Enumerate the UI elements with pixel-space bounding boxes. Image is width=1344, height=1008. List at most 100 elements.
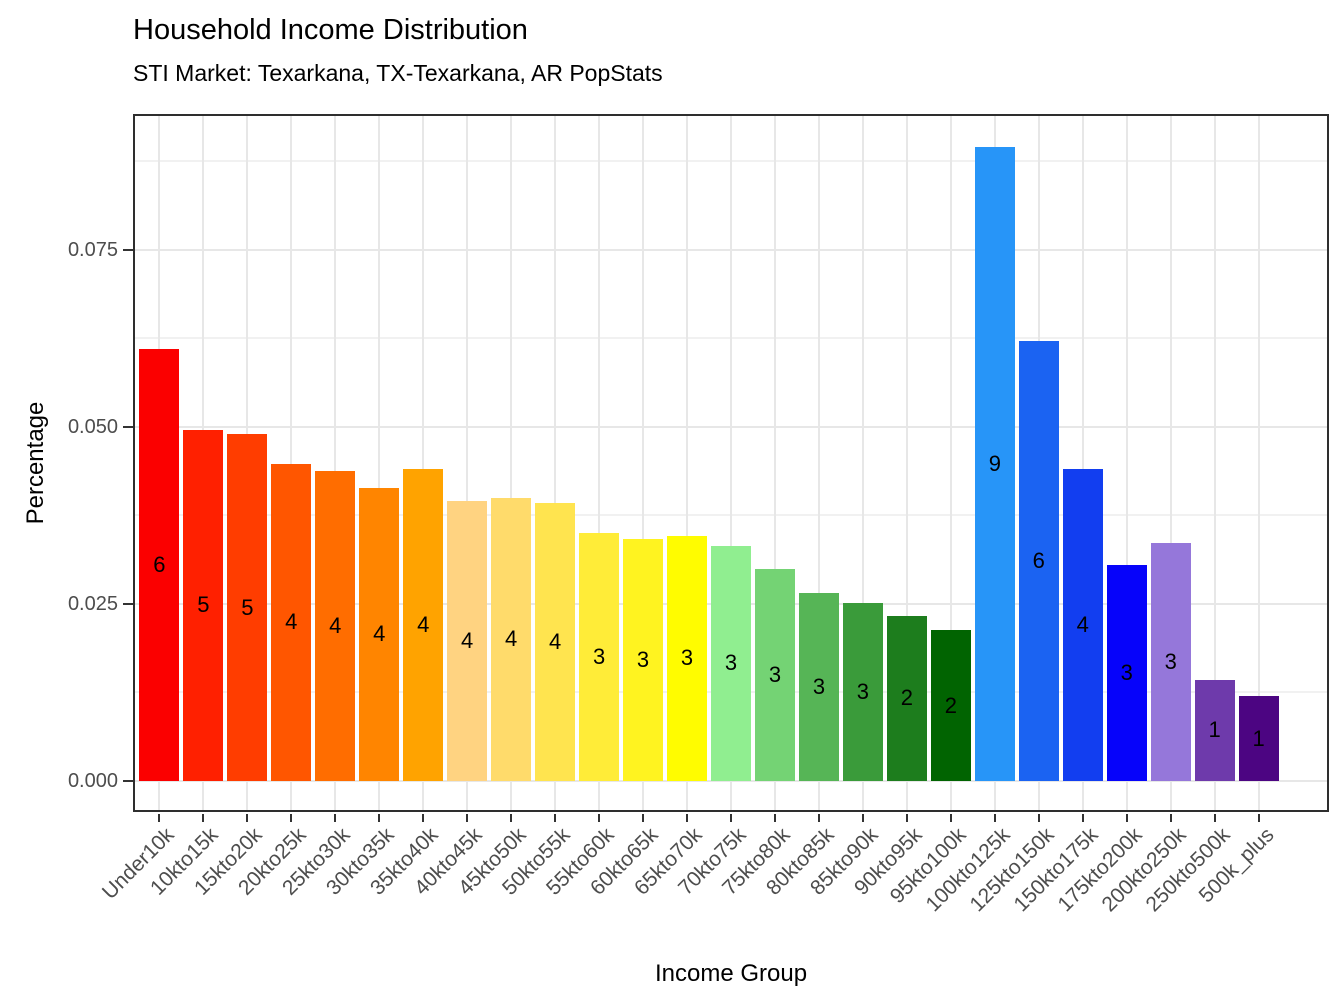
bar-value-label: 1 <box>1252 725 1265 751</box>
gridline-vertical <box>773 114 776 812</box>
y-tick-label: 0.050 <box>67 415 118 438</box>
bar-20kto25k <box>271 463 312 781</box>
bar-value-label: 4 <box>461 627 474 653</box>
gridline-vertical <box>598 114 601 812</box>
x-tick-mark <box>905 814 908 822</box>
x-tick-mark <box>158 814 161 822</box>
gridline-vertical <box>510 114 513 812</box>
bar-value-label: 6 <box>153 552 166 578</box>
x-tick-mark <box>949 814 952 822</box>
bar-500k_plus <box>1238 696 1279 781</box>
bar-value-label: 1 <box>1208 717 1221 743</box>
x-tick-mark <box>861 814 864 822</box>
gridline-vertical <box>422 114 425 812</box>
bar-value-label: 6 <box>1032 547 1045 573</box>
bar-value-label: 3 <box>592 644 606 670</box>
x-tick-mark <box>246 814 249 822</box>
bar-70kto75k <box>711 545 751 781</box>
bar-value-label: 4 <box>505 626 518 652</box>
bar-value-label: 4 <box>373 621 386 647</box>
x-tick-mark <box>554 814 557 822</box>
plot-panel: 6 5 5 4 4 4 4 4 4 4 3 3 3 3 3 3 3 2 2 9 6 4 3 3 1 1 <box>133 114 1329 812</box>
bar-95kto100k <box>930 630 971 781</box>
x-tick-mark <box>686 814 689 822</box>
y-tick-mark <box>123 602 133 605</box>
gridline-vertical <box>642 114 645 812</box>
gridline-vertical <box>949 114 952 812</box>
x-tick-mark <box>817 814 820 822</box>
gridline-vertical <box>1213 114 1216 812</box>
x-tick-mark <box>1169 814 1172 822</box>
x-tick-mark <box>773 814 776 822</box>
y-tick-label: 0.000 <box>67 769 118 792</box>
bar-value-label: 2 <box>900 685 913 711</box>
chart-title: Household Income Distribution <box>133 14 528 46</box>
x-tick-mark <box>510 814 513 822</box>
bar-150kto175k <box>1062 469 1103 781</box>
bar-value-label: 3 <box>768 661 782 687</box>
bar-60kto65k <box>623 538 664 781</box>
bar-value-label: 3 <box>812 674 826 700</box>
bar-50kto55k <box>535 502 576 781</box>
y-tick-mark <box>123 425 133 428</box>
bar-value-label: 3 <box>680 645 694 671</box>
bar-100kto125k <box>974 146 1015 781</box>
bar-value-label: 2 <box>944 692 957 718</box>
bar-value-label: 4 <box>417 611 430 637</box>
x-tick-mark <box>1125 814 1128 822</box>
gridline-vertical <box>861 114 864 812</box>
bar-value-label: 3 <box>724 650 738 676</box>
bar-80kto85k <box>798 593 839 781</box>
bar-value-label: 4 <box>329 612 342 638</box>
x-axis-title: Income Group <box>654 960 808 987</box>
gridline-vertical <box>290 114 293 812</box>
bar-Under10k <box>139 349 180 781</box>
bar-30kto35k <box>359 487 400 781</box>
x-tick-mark <box>290 814 293 822</box>
y-tick-mark <box>123 779 133 782</box>
x-tick-mark <box>466 814 469 822</box>
bar-value-label: 3 <box>856 679 870 705</box>
bar-200kto250k <box>1150 543 1191 781</box>
x-tick-mark <box>642 814 645 822</box>
bar-90kto95k <box>886 616 927 781</box>
bar-value-label: 3 <box>1120 660 1133 685</box>
x-tick-mark <box>378 814 381 822</box>
bar-value-label: 4 <box>285 609 298 635</box>
gridline-vertical <box>905 114 908 812</box>
bar-10kto15k <box>183 429 224 781</box>
x-tick-mark <box>1037 814 1040 822</box>
bar-75kto80k <box>754 568 795 781</box>
gridline-vertical <box>466 114 469 812</box>
gridline-vertical <box>334 114 337 812</box>
gridline-vertical <box>554 114 557 812</box>
bar-15kto20k <box>227 434 268 781</box>
bar-value-label: 5 <box>241 594 254 620</box>
x-tick-mark <box>730 814 732 822</box>
x-tick-mark <box>1081 814 1084 822</box>
bar-65kto70k <box>667 536 708 781</box>
x-tick-mark <box>1213 814 1216 822</box>
gridline-vertical <box>817 114 820 812</box>
x-tick-mark <box>993 814 996 822</box>
bar-value-label: 3 <box>1164 649 1177 675</box>
bar-40kto45k <box>447 500 488 781</box>
bar-35kto40k <box>403 468 444 781</box>
gridline-vertical <box>1125 114 1128 812</box>
bar-value-label: 5 <box>197 592 210 618</box>
gridline-vertical <box>1081 114 1084 812</box>
y-tick-label: 0.075 <box>67 238 118 261</box>
x-tick-mark <box>598 814 601 822</box>
y-tick-label: 0.025 <box>67 592 118 615</box>
bar-55kto60k <box>579 533 620 781</box>
bar-45kto50k <box>491 497 532 781</box>
bar-250kto500k <box>1194 679 1235 781</box>
x-tick-mark <box>334 814 337 822</box>
gridline-vertical <box>730 114 732 812</box>
x-tick-mark <box>202 814 205 822</box>
bar-175kto200k <box>1106 565 1147 781</box>
gridline-vertical <box>1257 114 1260 812</box>
gridline-vertical <box>686 114 689 812</box>
bar-25kto30k <box>315 470 356 781</box>
